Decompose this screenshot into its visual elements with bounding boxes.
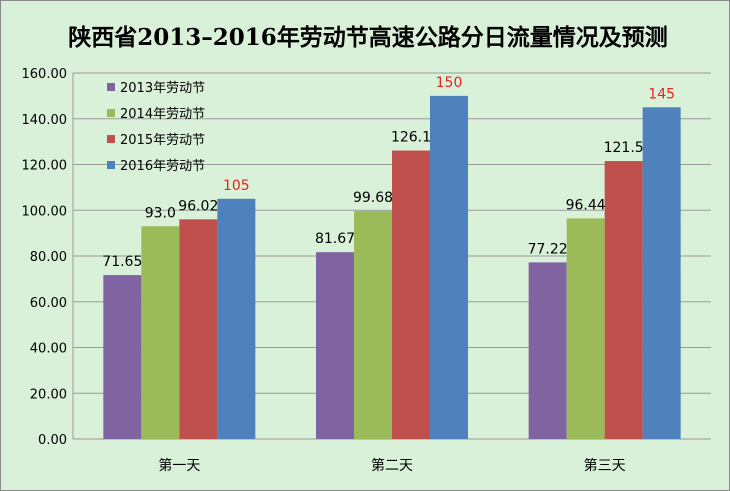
legend: 2013年劳动节 2014年劳动节 2015年劳动节 2016年劳动节 — [107, 80, 205, 174]
legend-swatch — [107, 135, 115, 143]
x-axis-category-labels: 第一天 第二天 第三天 — [158, 457, 625, 474]
data-label: 93.0 — [145, 205, 176, 221]
bars — [103, 95, 681, 439]
data-label: 126.1 — [391, 130, 431, 146]
y-tick-label: 0.00 — [38, 433, 67, 448]
data-label: 105 — [223, 178, 250, 194]
y-tick-label: 40.00 — [30, 342, 67, 357]
data-label: 96.44 — [566, 197, 606, 213]
legend-label: 2015年劳动节 — [120, 132, 205, 148]
legend-swatch — [107, 83, 115, 91]
bar — [179, 219, 218, 439]
legend-label: 2014年劳动节 — [120, 106, 205, 122]
bar — [354, 210, 392, 439]
data-label: 71.65 — [102, 254, 142, 270]
data-label: 96.02 — [178, 198, 218, 214]
data-label: 150 — [436, 75, 463, 91]
bar — [566, 218, 605, 439]
bar — [217, 198, 256, 439]
data-label: 145 — [648, 86, 675, 102]
bar — [103, 275, 142, 439]
y-tick-label: 120.00 — [22, 159, 68, 174]
x-category-label: 第二天 — [371, 457, 413, 474]
legend-swatch — [107, 109, 115, 117]
data-label: 99.68 — [353, 190, 393, 206]
data-label: 81.67 — [315, 231, 355, 247]
data-labels: 71.65 93.0 96.02 105 81.67 99.68 126.1 150 77.22… — [102, 75, 675, 270]
y-tick-label: 60.00 — [30, 296, 67, 311]
chart-title: 陕西省2013–2016年劳动节高速公路分日流量情况及预测 — [68, 24, 668, 51]
bar — [392, 150, 430, 439]
bar — [430, 95, 468, 439]
bar — [528, 262, 567, 439]
bar — [316, 252, 354, 439]
legend-label: 2013年劳动节 — [120, 80, 205, 96]
y-tick-label: 140.00 — [22, 113, 68, 128]
data-label: 77.22 — [528, 241, 568, 257]
y-tick-label: 20.00 — [30, 387, 67, 402]
bar — [141, 226, 180, 439]
x-category-label: 第一天 — [158, 457, 200, 474]
bar — [642, 107, 681, 439]
x-category-label: 第三天 — [584, 457, 626, 474]
y-tick-label: 100.00 — [22, 204, 68, 219]
data-label: 121.5 — [604, 140, 644, 156]
y-axis-tick-labels: 0.00 20.00 40.00 60.00 80.00 100.00 120.00 140.… — [22, 67, 68, 448]
legend-label: 2016年劳动节 — [120, 158, 205, 174]
bar — [604, 161, 643, 439]
y-tick-label: 80.00 — [30, 250, 67, 265]
y-tick-label: 160.00 — [22, 67, 68, 82]
legend-swatch — [107, 161, 115, 169]
